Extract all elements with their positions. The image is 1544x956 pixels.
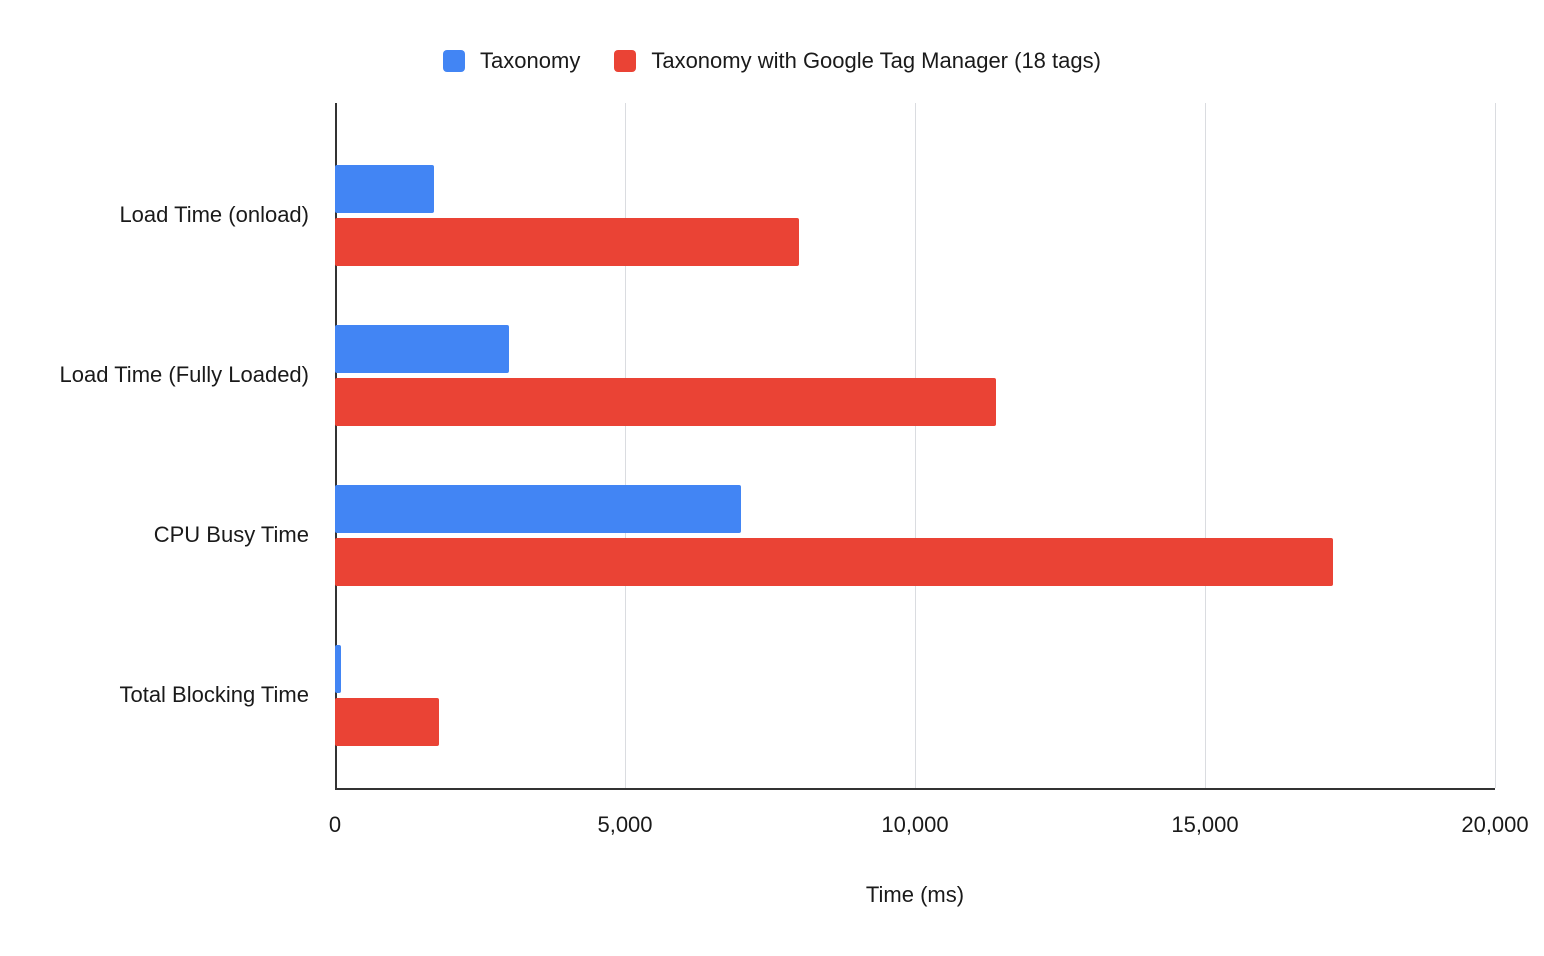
x-tick-label: 20,000 bbox=[1461, 812, 1529, 837]
bar-group bbox=[335, 135, 1495, 295]
bar bbox=[335, 537, 1333, 586]
legend-swatch-red-icon bbox=[614, 50, 637, 72]
bar bbox=[335, 217, 799, 266]
legend-label-taxonomy-gtm: Taxonomy with Google Tag Manager (18 tag… bbox=[651, 48, 1101, 73]
x-tick-label: 10,000 bbox=[881, 812, 949, 837]
x-axis-title: Time (ms) bbox=[865, 882, 965, 907]
gridline bbox=[1495, 103, 1496, 788]
gridline bbox=[1205, 103, 1206, 788]
category-label: Total Blocking Time bbox=[119, 682, 309, 707]
legend-label-taxonomy: Taxonomy bbox=[480, 48, 581, 73]
category-label: CPU Busy Time bbox=[153, 522, 309, 547]
bar bbox=[335, 484, 741, 533]
bar-group bbox=[335, 295, 1495, 455]
y-axis-line bbox=[335, 103, 337, 788]
bar-group bbox=[335, 455, 1495, 615]
chart-legend: Taxonomy Taxonomy with Google Tag Manage… bbox=[0, 48, 1544, 74]
gridline bbox=[915, 103, 916, 788]
category-label: Load Time (Fully Loaded) bbox=[59, 362, 309, 387]
x-tick-label: 0 bbox=[328, 812, 342, 837]
category-axis-labels: Load Time (onload) Load Time (Fully Loade… bbox=[0, 103, 322, 790]
bar bbox=[335, 697, 440, 746]
bar-group bbox=[335, 615, 1495, 775]
legend-item-taxonomy: Taxonomy bbox=[443, 48, 580, 74]
bar bbox=[335, 164, 434, 213]
gridline bbox=[625, 103, 626, 788]
plot-area bbox=[335, 103, 1496, 790]
legend-swatch-blue-icon bbox=[443, 50, 466, 72]
bar bbox=[335, 377, 997, 426]
x-tick-label: 5,000 bbox=[597, 812, 653, 837]
bar bbox=[335, 324, 509, 373]
category-label: Load Time (onload) bbox=[119, 202, 309, 227]
x-axis-tick-labels: 0 5,000 10,000 15,000 20,000 bbox=[329, 812, 1529, 842]
bar bbox=[335, 644, 341, 693]
x-tick-label: 15,000 bbox=[1171, 812, 1239, 837]
legend-item-taxonomy-gtm: Taxonomy with Google Tag Manager (18 tag… bbox=[614, 48, 1101, 74]
